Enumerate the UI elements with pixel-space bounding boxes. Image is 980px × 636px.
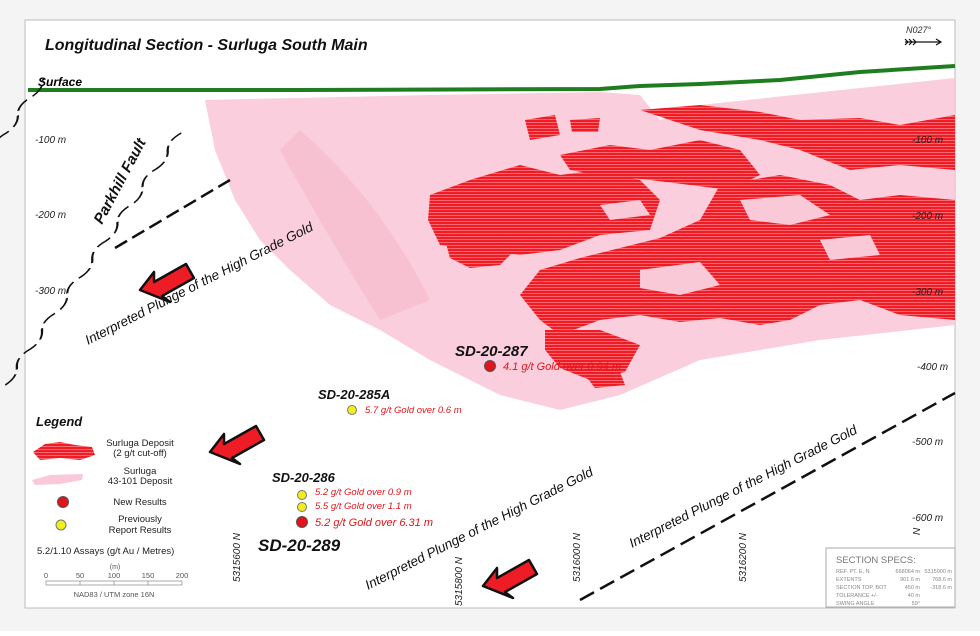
specs-title: SECTION SPECS:: [836, 555, 916, 566]
depth-label-left: -200 m: [35, 210, 66, 221]
spec-cell: REF. PT. E, N: [836, 569, 870, 575]
drill-hole-label: SD-20-285A: [318, 387, 390, 402]
page-title: Longitudinal Section - Surluga South Mai…: [45, 37, 368, 54]
assay-result: 5.2 g/t Gold over 6.31 m: [315, 517, 433, 529]
depth-label-right: -100 m: [912, 135, 943, 146]
scale-unit: (m): [110, 564, 121, 571]
northing-label: 5316200 N: [738, 532, 749, 582]
scale-bar: [45, 580, 183, 586]
surface-line: [28, 64, 956, 92]
deposit-holes: [600, 195, 880, 295]
spec-cell: 768.6 m: [932, 577, 952, 583]
legend-new-marker: [57, 496, 69, 508]
legend-previous-marker: [55, 519, 67, 531]
northing-label: 5316000 N: [572, 532, 583, 582]
drill-hole-sd-20-285a: SD-20-285A 5.7 g/t Gold over 0.6 m: [318, 387, 462, 416]
northing-label: 5315600 N: [232, 532, 243, 582]
legend: Legend Surluga Deposit (2 g/t cut-off) S…: [32, 414, 188, 599]
legend-label: (2 g/t cut-off): [113, 448, 167, 459]
depth-label-right: -600 m: [912, 513, 943, 524]
northing-label: N: [912, 527, 923, 535]
legend-deposit-swatch: [33, 442, 95, 460]
plunge-arrow-icon: [138, 262, 539, 600]
drill-hole-sd-20-287: SD-20-287 4.1 g/t Gold over 0.94 m: [455, 343, 621, 373]
northing-label: 5315800 N: [454, 556, 465, 606]
pink-deposit-inner: [280, 130, 430, 320]
new-result-marker[interactable]: [296, 516, 308, 528]
plunge-dashed-line: [114, 178, 231, 250]
depth-label-left: -100 m: [35, 135, 66, 146]
north-label: N027°: [906, 25, 932, 35]
legend-label: Surluga: [124, 466, 157, 477]
spec-cell: 59°: [912, 601, 920, 607]
projection-label: NAD83 / UTM zone 16N: [74, 590, 155, 599]
spec-cell: 40 m: [908, 593, 921, 599]
previous-result-marker[interactable]: [297, 502, 307, 512]
spec-cell: EXTENTS: [836, 577, 862, 583]
assay-result: 5.5 g/t Gold over 1.1 m: [315, 501, 412, 512]
spec-cell: 668064 m: [896, 569, 921, 575]
spec-cell: 450 m: [905, 585, 921, 591]
drill-hole-label: SD-20-286: [272, 470, 336, 485]
depth-label-left: -300 m: [35, 286, 66, 297]
spec-cell: SECTION TOP, BOT: [836, 585, 887, 591]
parkhill-fault-lines: [0, 78, 182, 386]
depth-label-right: -500 m: [912, 437, 943, 448]
legend-label: Previously: [118, 514, 162, 525]
assay-result: 5.2 g/t Gold over 0.9 m: [315, 487, 412, 498]
north-arrow-icon: [904, 38, 943, 46]
scale-tick: 150: [142, 571, 155, 580]
previous-result-marker[interactable]: [297, 490, 307, 500]
legend-assays-label: 5.2/1.10 Assays (g/t Au / Metres): [37, 546, 174, 557]
depth-label-right: -200 m: [912, 211, 943, 222]
scale-tick: 200: [176, 571, 189, 580]
plunge-dashed-line: [579, 391, 956, 602]
scale-tick: 0: [44, 571, 48, 580]
spec-cell: SWING ANGLE: [836, 601, 875, 607]
drill-hole-sd-20-289: 5.2 g/t Gold over 6.31 m SD-20-289: [258, 516, 433, 555]
assay-result: 5.7 g/t Gold over 0.6 m: [365, 405, 462, 416]
scale-tick: 50: [76, 571, 84, 580]
assay-result: 4.1 g/t Gold over 0.94 m: [503, 361, 621, 373]
drill-hole-sd-20-286: SD-20-286 5.2 g/t Gold over 0.9 m 5.5 g/…: [272, 470, 412, 512]
legend-label: 43-101 Deposit: [108, 476, 173, 487]
previous-result-marker[interactable]: [347, 405, 357, 415]
spec-cell: 5315900 m: [924, 569, 952, 575]
legend-label: Report Results: [109, 525, 172, 536]
legend-label: New Results: [113, 497, 167, 508]
pink-deposit-area: [205, 78, 955, 410]
legend-title: Legend: [36, 414, 83, 429]
section-specs-box: SECTION SPECS: REF. PT. E, N 668064 m 5315…: [825, 547, 956, 608]
new-result-marker[interactable]: [484, 360, 496, 372]
legend-pink-swatch: [32, 474, 83, 485]
spec-cell: TOLERANCE +/-: [836, 593, 878, 599]
depth-label-right: -400 m: [917, 362, 948, 373]
depth-label-right: -300 m: [912, 287, 943, 298]
spec-cell: 901.6 m: [900, 577, 920, 583]
red-deposit-blobs: [428, 105, 955, 388]
drill-hole-label: SD-20-287: [455, 343, 528, 360]
drill-hole-label: SD-20-289: [258, 536, 341, 555]
scale-tick: 100: [108, 571, 121, 580]
legend-label: Surluga Deposit: [106, 438, 174, 449]
surface-label: Surface: [38, 75, 82, 89]
spec-cell: -318.6 m: [930, 585, 952, 591]
